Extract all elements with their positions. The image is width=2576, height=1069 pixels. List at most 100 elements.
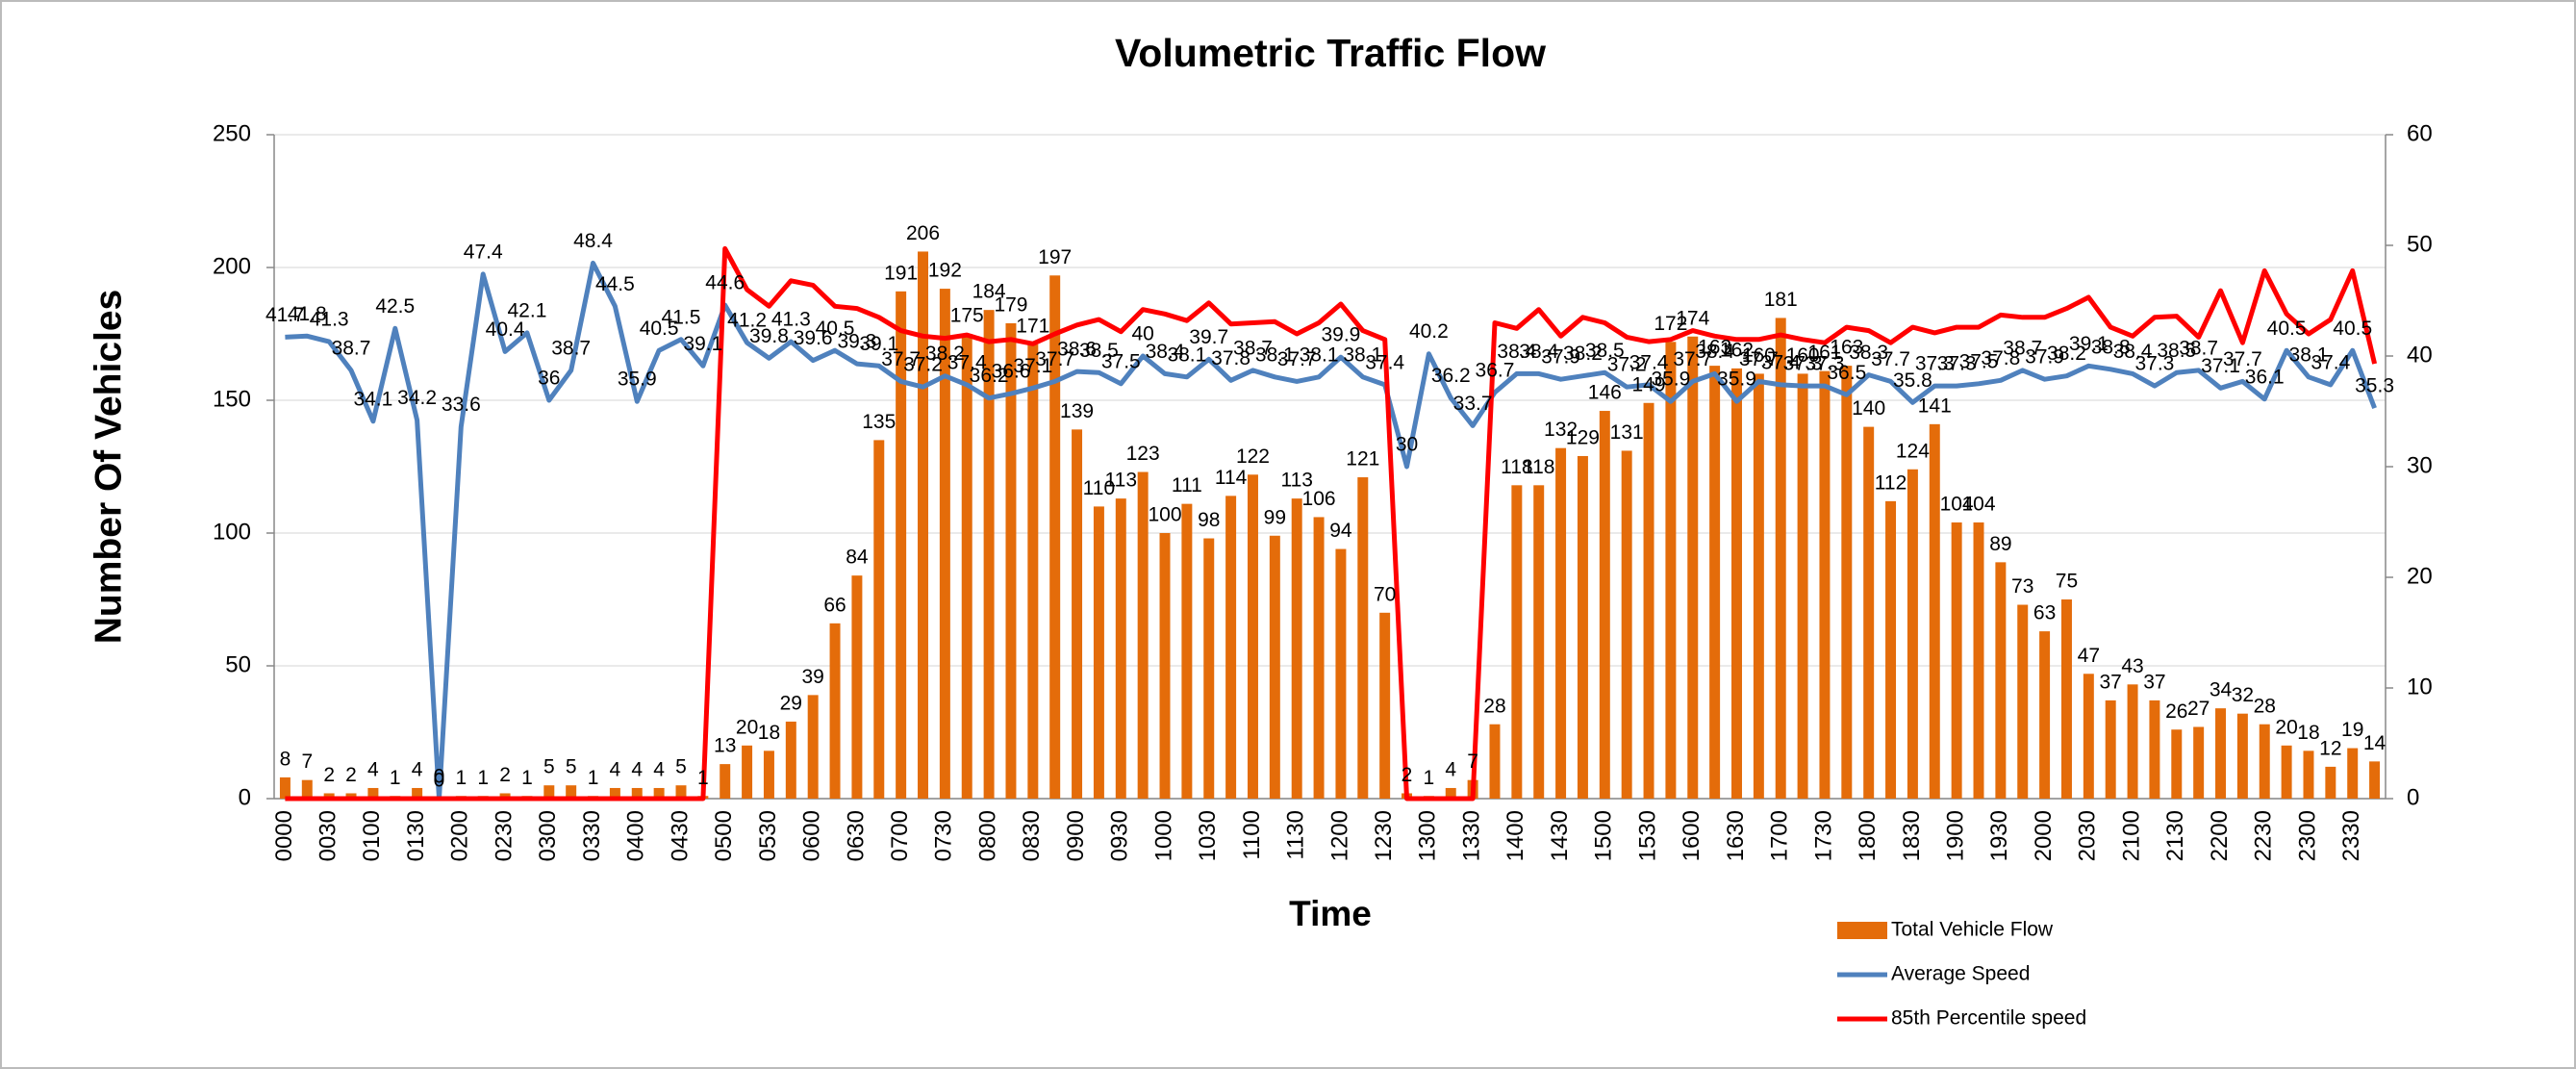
data-label: 18 (758, 722, 780, 744)
x-tick-label: 2000 (2031, 810, 2057, 861)
bar (566, 785, 577, 799)
data-label: 41.7 (265, 304, 305, 326)
y2-tick-label: 10 (2407, 674, 2433, 700)
bar (367, 787, 379, 799)
data-label: 27 (2187, 698, 2210, 720)
data-label: 37.4 (1365, 351, 1404, 373)
data-label: 129 (1566, 427, 1600, 449)
y2-tick-label: 20 (2407, 563, 2433, 589)
bar (609, 787, 620, 799)
data-label: 121 (1346, 448, 1379, 471)
data-label: 1 (588, 767, 599, 789)
line (285, 245, 2378, 802)
bar (742, 745, 753, 799)
data-label: 36.2 (1431, 365, 1471, 387)
data-label: 7 (301, 751, 313, 773)
data-label: 197 (1038, 246, 1072, 268)
data-label: 1 (390, 767, 401, 789)
bar (1489, 724, 1501, 799)
x-tick-label: 1500 (1591, 810, 1617, 861)
x-tick-label: 0400 (623, 810, 649, 861)
data-label: 94 (1329, 520, 1352, 542)
data-label: 1 (1424, 767, 1435, 789)
x-tick-label: 1230 (1371, 810, 1397, 861)
data-label: 38.2 (1563, 343, 1603, 365)
data-label: 37 (2100, 671, 2122, 693)
chart-title: Volumetric Traffic Flow (1115, 31, 1546, 75)
data-label: 2 (1402, 764, 1413, 786)
data-label: 42.1 (508, 299, 547, 321)
bar (1819, 370, 1831, 799)
data-label: 33.7 (1453, 393, 1493, 415)
data-label: 162 (1720, 339, 1754, 361)
y2-tick-label: 40 (2407, 342, 2433, 368)
data-label: 36.7 (1476, 359, 1515, 381)
data-label: 4 (1445, 759, 1456, 781)
data-label: 135 (862, 411, 896, 433)
data-label: 122 (1236, 445, 1270, 468)
data-label: 19 (2341, 719, 2363, 741)
data-label: 175 (950, 305, 984, 327)
data-label: 118 (1523, 456, 1554, 478)
data-label: 37.9 (1541, 346, 1580, 369)
data-label: 37.7 (1871, 348, 1910, 370)
data-label: 113 (1105, 470, 1137, 492)
data-label: 4 (653, 759, 665, 781)
data-label: 0 (434, 766, 445, 788)
data-label: 39.7 (1189, 326, 1228, 348)
data-label: 1 (521, 767, 533, 789)
data-label: 38.8 (2091, 336, 2131, 358)
bar (1533, 485, 1545, 799)
bar (1291, 498, 1302, 799)
x-tick-label: 0800 (974, 810, 1000, 861)
data-label: 37.4 (1761, 351, 1801, 373)
bar (829, 623, 841, 799)
y2-tick-label: 60 (2407, 120, 2433, 146)
x-tick-label: 1730 (1810, 810, 1836, 861)
data-label: 38.7 (2179, 337, 2218, 359)
data-label: 66 (823, 594, 846, 616)
data-label: 123 (1126, 443, 1160, 465)
x-tick-label: 1630 (1723, 810, 1749, 861)
data-label: 171 (1016, 316, 1049, 338)
data-label: 206 (906, 222, 940, 244)
bar (2039, 631, 2051, 799)
data-label: 5 (543, 756, 555, 778)
x-tick-label: 0500 (711, 810, 737, 861)
x-tick-label: 1900 (1942, 810, 1968, 861)
data-label: 36.5 (1827, 362, 1866, 384)
x-tick-label: 1530 (1634, 810, 1660, 861)
data-label: 99 (1264, 506, 1286, 528)
x-tick-label: 0230 (491, 810, 517, 861)
data-label: 37.4 (1629, 351, 1669, 373)
data-label: 37.7 (1739, 348, 1779, 370)
data-label: 38.1 (1343, 344, 1382, 366)
data-label: 174 (1676, 307, 1709, 329)
bar (939, 289, 950, 800)
data-label: 38.1 (1255, 344, 1295, 366)
y-tick-label: 0 (239, 784, 251, 810)
data-label: 37.3 (2134, 353, 2174, 375)
bar (2281, 745, 2292, 799)
data-label: 37.1 (1013, 355, 1052, 377)
bar (785, 721, 796, 799)
bar (1599, 411, 1610, 799)
bar (2325, 766, 2336, 799)
data-label: 89 (1989, 533, 2011, 555)
data-label: 37.3 (1806, 353, 1845, 375)
data-label: 29 (780, 693, 802, 715)
data-label: 37.7 (1035, 348, 1074, 370)
bar (1313, 517, 1325, 799)
data-label: 20 (2275, 716, 2297, 738)
data-label: 36.2 (970, 365, 1009, 387)
bar (1247, 474, 1258, 799)
data-label: 37.8 (1981, 347, 2020, 369)
data-label: 38.7 (1233, 337, 1273, 359)
x-tick-label: 1300 (1415, 810, 1441, 861)
x-tick-label: 1400 (1503, 810, 1528, 861)
data-label: 39.9 (1321, 324, 1360, 346)
x-tick-label: 0000 (271, 810, 297, 861)
x-tick-label: 2200 (2207, 810, 2233, 861)
